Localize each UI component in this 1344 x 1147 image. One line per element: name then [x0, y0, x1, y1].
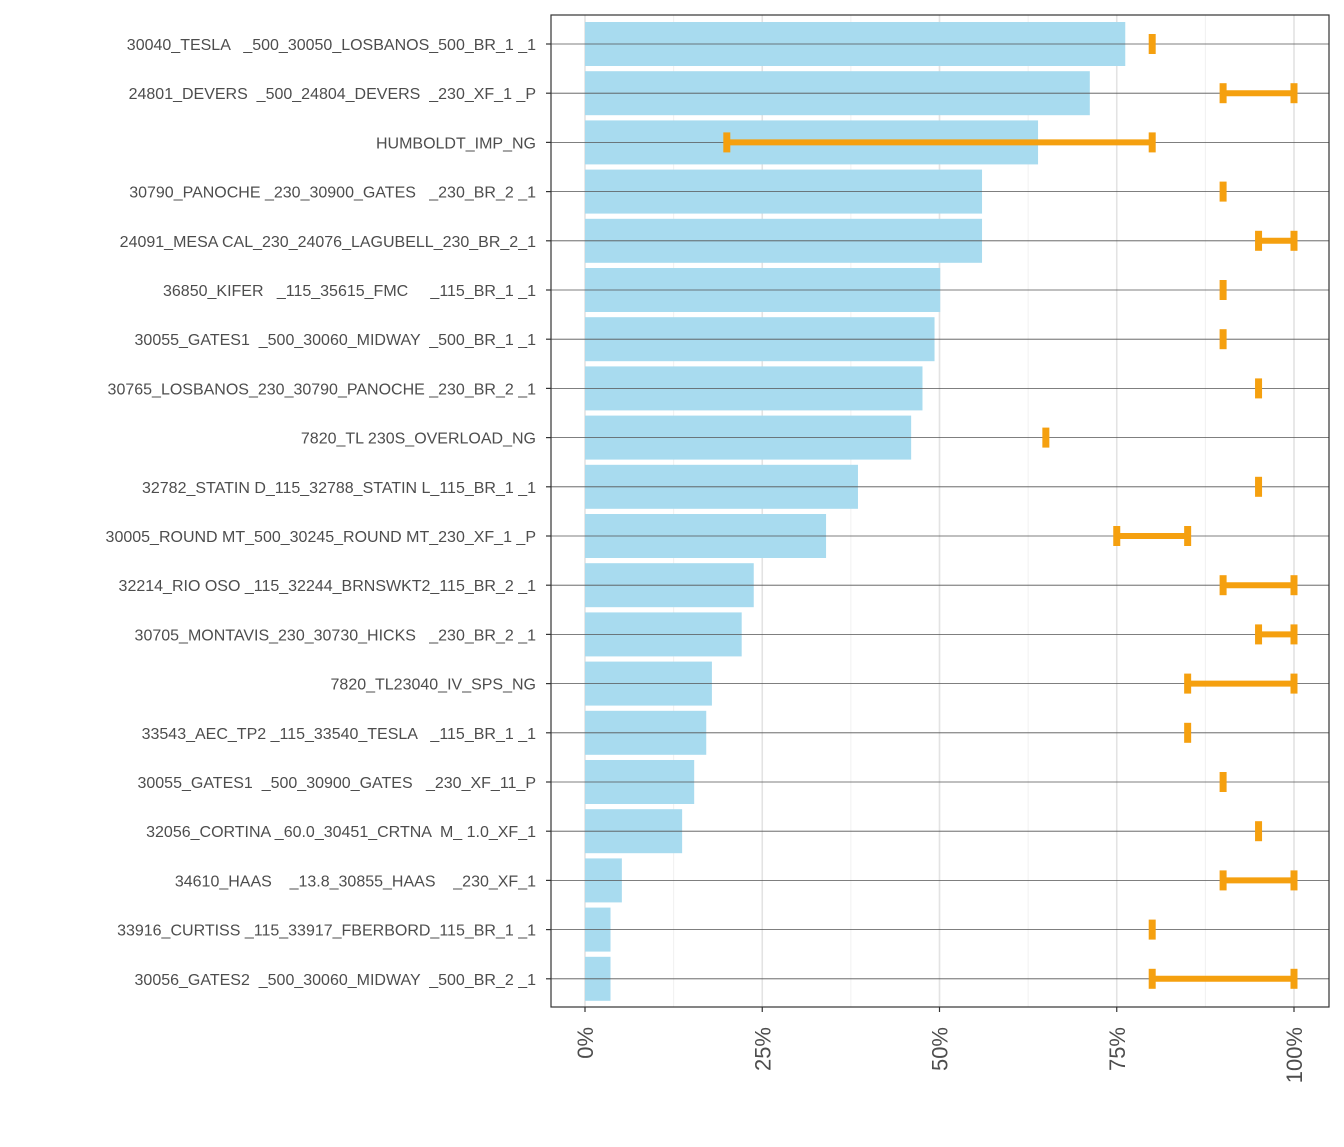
range-cap-high [1290, 575, 1298, 596]
y-tick-label: 30005_ROUND MT_500_30245_ROUND MT_230_XF… [106, 529, 536, 546]
y-tick-label: 30040_TESLA _500_30050_LOSBANOS_500_BR_1… [127, 37, 536, 54]
x-tick-label: 100% [1282, 1027, 1307, 1083]
range-layer [723, 34, 1298, 989]
range-cap-low [1184, 722, 1192, 743]
y-tick-label: 30765_LOSBANOS_230_30790_PANOCHE _230_BR… [108, 381, 537, 398]
bar-layer [585, 22, 1126, 1001]
y-tick-label: 24801_DEVERS _500_24804_DEVERS _230_XF_1… [129, 86, 536, 103]
y-tick-label: 24091_MESA CAL_230_24076_LAGUBELL_230_BR… [120, 234, 536, 251]
y-tick-label: 32782_STATIN D_115_32788_STATIN L_115_BR… [142, 480, 536, 497]
y-tick-label: 36850_KIFER _115_35615_FMC _115_BR_1 _1 [163, 283, 536, 300]
y-tick-label: 32056_CORTINA _60.0_30451_CRTNA M_ 1.0_X… [146, 824, 536, 841]
range-cap-high [1290, 870, 1298, 891]
range-cap-high [1290, 83, 1298, 104]
x-tick-label: 25% [750, 1027, 775, 1071]
range-cap-low [1219, 329, 1227, 350]
range-cap-high [1184, 526, 1192, 546]
range-cap-high [1290, 624, 1298, 645]
y-tick-label: 7820_TL 230S_OVERLOAD_NG [301, 431, 536, 448]
x-tick-label: 75% [1105, 1027, 1130, 1071]
range-cap-low [1255, 476, 1263, 497]
y-tick-label: 30055_GATES1 _500_30900_GATES _230_XF_11… [137, 775, 536, 792]
range-cap-low [1255, 821, 1263, 842]
range-cap-low [1148, 919, 1156, 940]
range-cap-low [1255, 230, 1263, 251]
range-cap-high [1290, 230, 1298, 251]
axis-layer: 30040_TESLA _500_30050_LOSBANOS_500_BR_1… [106, 14, 1330, 1083]
range-cap-low [723, 132, 731, 153]
range-cap-low [1219, 772, 1227, 792]
x-tick-label: 50% [928, 1027, 953, 1071]
y-tick-label: 30056_GATES2 _500_30060_MIDWAY _500_BR_2… [135, 972, 537, 989]
range-cap-low [1219, 280, 1227, 300]
range-cap-low [1148, 968, 1156, 989]
y-tick-label: 30790_PANOCHE _230_30900_GATES _230_BR_2… [129, 185, 536, 202]
range-cap-low [1113, 526, 1121, 546]
range-cap-low [1219, 870, 1227, 891]
range-cap-low [1219, 181, 1227, 202]
y-tick-label: 7820_TL23040_IV_SPS_NG [331, 677, 536, 694]
x-tick-label: 0% [573, 1027, 598, 1059]
range-cap-low [1255, 378, 1263, 399]
range-cap-low [1184, 673, 1192, 694]
range-cap-low [1042, 427, 1050, 448]
y-tick-label: HUMBOLDT_IMP_NG [376, 135, 536, 152]
y-tick-label: 32214_RIO OSO _115_32244_BRNSWKT2_115_BR… [119, 578, 537, 595]
range-cap-low [1148, 34, 1156, 54]
y-tick-label: 30705_MONTAVIS_230_30730_HICKS _230_BR_2… [135, 627, 537, 644]
range-cap-low [1255, 624, 1263, 645]
y-tick-label: 30055_GATES1 _500_30060_MIDWAY _500_BR_1… [135, 332, 537, 349]
range-cap-high [1290, 968, 1298, 989]
range-cap-low [1219, 575, 1227, 596]
range-cap-low [1219, 83, 1227, 104]
y-tick-label: 33543_AEC_TP2 _115_33540_TESLA _115_BR_1… [142, 726, 536, 743]
y-tick-label: 33916_CURTISS _115_33917_FBERBORD_115_BR… [117, 923, 536, 940]
y-tick-label: 34610_HAAS _13.8_30855_HAAS _230_XF_1 [175, 873, 536, 890]
range-cap-high [1290, 673, 1298, 694]
range-cap-high [1148, 132, 1156, 153]
